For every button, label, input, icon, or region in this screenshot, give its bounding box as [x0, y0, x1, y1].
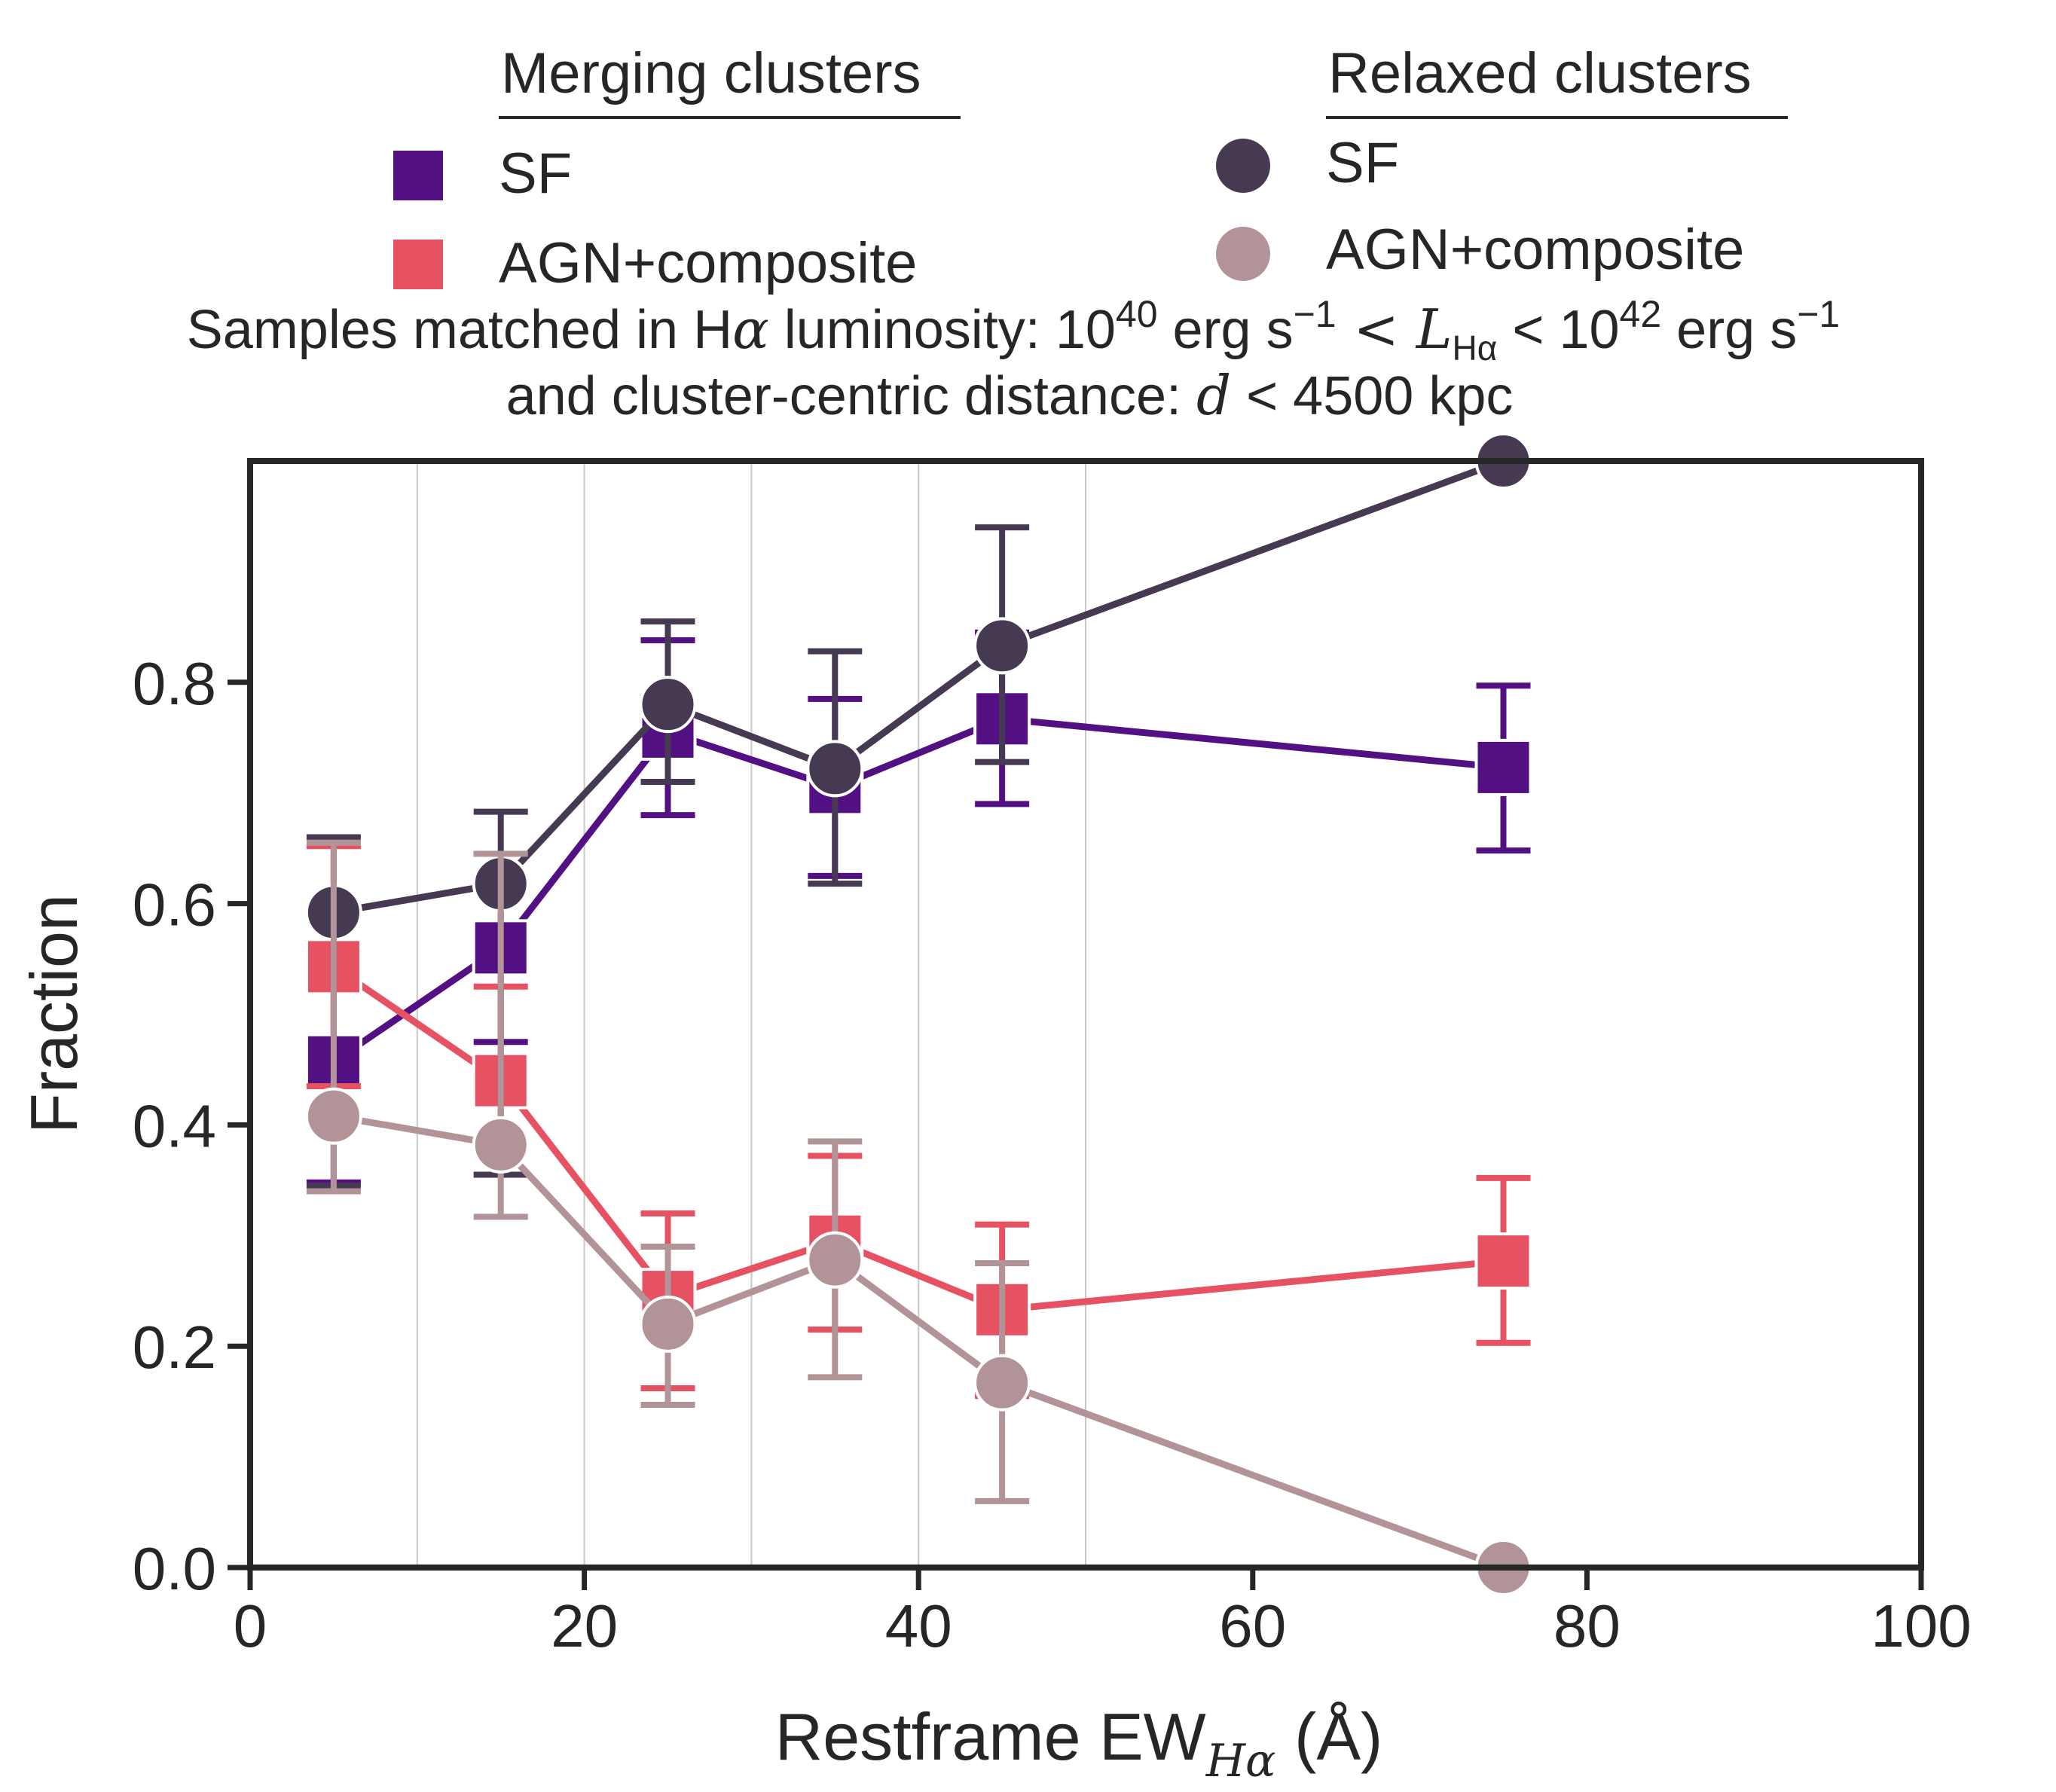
legend-relaxed-sf-marker	[1216, 139, 1270, 193]
data-point	[806, 1231, 864, 1289]
legend-merging-agn-marker	[393, 240, 443, 289]
legend-relaxed-title: Relaxed clusters	[1328, 41, 1752, 105]
y-tick-label: 0.0	[133, 1535, 216, 1602]
data-point	[806, 740, 864, 798]
legend-merging: Merging clusters SF AGN+composite	[393, 41, 961, 295]
x-tick-label: 20	[551, 1592, 618, 1659]
legend-relaxed: Relaxed clusters SF AGN+composite	[1216, 41, 1788, 282]
chart-title-line-2: and cluster-centric distance: d < 4500 k…	[506, 364, 1514, 427]
x-tick-label: 0	[234, 1592, 267, 1659]
legend-merging-title: Merging clusters	[501, 41, 921, 105]
series-relaxed-sf	[304, 432, 1532, 1189]
chart-title-line-1: Samples matched in Hα luminosity: 1040 e…	[187, 293, 1840, 368]
data-point	[973, 617, 1031, 675]
data-point	[472, 1116, 530, 1174]
data-point	[1474, 738, 1532, 796]
y-axis-label: Fraction	[17, 894, 91, 1134]
legend-relaxed-agn-label: AGN+composite	[1326, 218, 1744, 282]
legend-merging-sf-marker	[393, 151, 443, 200]
data-point	[1474, 1232, 1532, 1290]
y-tick-label: 0.6	[133, 872, 216, 939]
series-relaxed-agn	[304, 839, 1532, 1596]
data-point	[973, 1354, 1031, 1412]
axis-ticks: 0 20 40 60 80 100 0.0 0.2 0.4 0.6 0.8	[133, 650, 1972, 1659]
x-tick-label: 60	[1219, 1592, 1286, 1659]
y-tick-label: 0.8	[133, 650, 216, 717]
plot-frame	[247, 458, 1924, 1571]
legend-relaxed-agn-marker	[1216, 227, 1270, 281]
data-point	[639, 676, 697, 734]
legend-relaxed-sf-label: SF	[1326, 131, 1399, 195]
legend-merging-sf-label: SF	[499, 142, 572, 206]
y-tick-label: 0.4	[133, 1092, 216, 1159]
legend-merging-agn-label: AGN+composite	[499, 231, 917, 295]
y-tick-label: 0.2	[133, 1314, 216, 1381]
x-tick-label: 40	[885, 1592, 952, 1659]
data-point	[304, 1087, 362, 1145]
x-tick-label: 100	[1871, 1592, 1971, 1659]
x-axis-label: Restframe EWHα (Å)	[775, 1699, 1383, 1787]
grid	[416, 461, 1086, 1568]
series-layer	[304, 432, 1532, 1596]
data-point	[639, 1295, 697, 1353]
x-tick-label: 80	[1553, 1592, 1621, 1659]
